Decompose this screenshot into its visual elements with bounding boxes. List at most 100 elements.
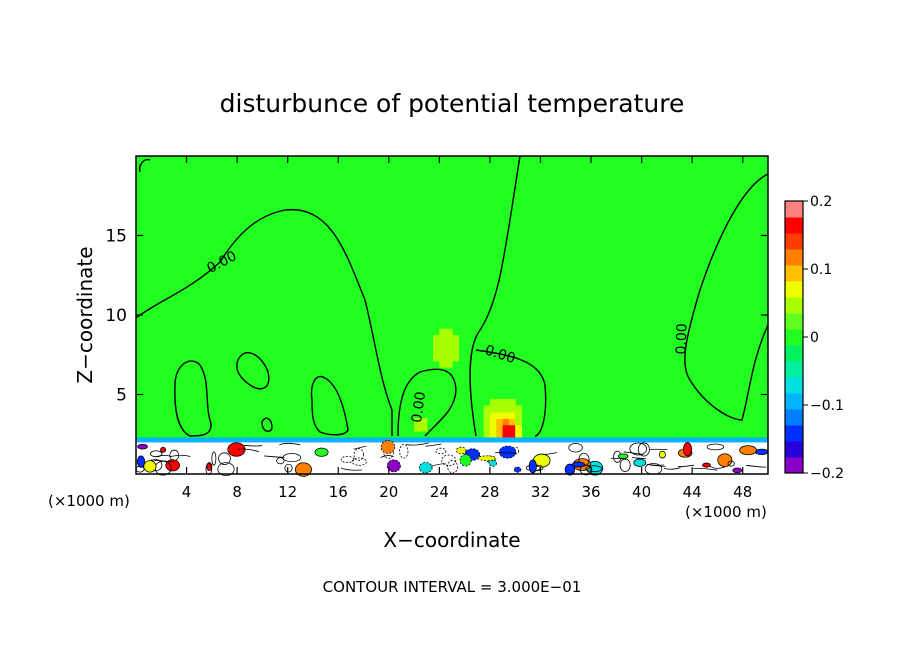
turbulence-contour [649,464,667,467]
heat-cell [439,335,447,343]
contour-line-loop-2 [236,352,270,390]
heat-cell [515,431,523,439]
heat-cell [515,411,523,419]
heat-cell [496,411,504,419]
turbulence-contour [677,464,695,468]
turbulence-cell [165,459,180,472]
heat-cell [515,418,523,426]
heat-cell [338,418,346,426]
heat-cell [445,347,453,355]
turbulence-cell [218,452,231,465]
heat-cell [502,424,510,432]
heat-cell [508,418,516,426]
heat-cell [414,418,421,426]
chart-title: disturbunce of potential temperature [220,89,685,118]
x-tick-label: 32 [531,483,550,501]
contour-line-loop-5 [261,417,273,433]
heat-cell [445,354,453,362]
colorbar-swatch [785,377,803,394]
turbulence-cell [629,442,648,456]
colorbar-swatch [785,425,803,442]
turbulence-cell [637,442,650,457]
contour-line-right [684,173,769,421]
heat-cell [167,424,175,432]
heat-cell [489,418,497,426]
heat-cell [161,424,169,432]
turbulence-cell [399,443,409,459]
turbulence-cell [447,459,458,474]
heat-cell [439,354,447,362]
turbulence-contour [745,465,767,468]
heat-cell [489,405,497,413]
turbulence-contour [169,454,191,458]
turbulence-cell [658,450,666,459]
turbulence-cell [137,443,148,450]
colorbar-swatch [785,345,803,362]
turbulence-cell [351,457,367,466]
heat-cell [173,418,181,426]
turbulence-cell [702,462,711,468]
colorbar-tick-label: 0.2 [810,194,832,210]
heat-cell [502,405,510,413]
heat-cell [483,418,491,426]
x-axis-unit-label-left: (×1000 m) [48,492,130,510]
turbulence-cell [513,466,522,473]
turbulence-cell [528,459,537,474]
turbulence-cell [732,467,743,474]
plot-background [136,156,768,474]
contour-label: 0.00 [409,391,429,424]
heat-cell [508,405,516,413]
heat-cell [161,418,169,426]
heat-cell [433,341,440,349]
turbulence-contour [264,455,285,458]
heat-cell [331,418,339,426]
turbulence-contour [646,463,665,466]
turbulence-contour [631,457,647,459]
contour-label: 0.00 [674,323,691,355]
x-tick-label: 40 [632,483,651,501]
turbulence-cell [754,448,769,455]
x-tick-label: 48 [733,483,752,501]
turbulence-contour [380,455,394,458]
turbulence-contour [406,442,429,446]
turbulence-contour [610,457,627,460]
y-tick-label: 15 [105,227,127,247]
heat-cell [502,431,510,439]
heat-cell [294,431,301,439]
heat-cell [445,335,453,343]
heat-cell [420,424,428,432]
colorbar-ticks: 0.2 0.1 0 −0.1 −0.2 [803,194,844,482]
heat-cell [483,411,491,419]
heat-cell [508,431,516,439]
heat-cell [173,431,181,439]
colorbar: 0.2 0.1 0 −0.1 −0.2 [784,194,844,482]
turbulence-cell [633,458,647,467]
heat-cell [502,418,510,426]
turbulence-contour [340,467,363,471]
x-axis-unit-label-right: (×1000 m) [685,503,767,521]
heat-cell [508,411,516,419]
colorbar-swatch [785,361,803,378]
heat-cell [433,335,440,343]
surface-turbulence-layer [135,437,769,477]
turbulence-cell [441,454,457,467]
turbulence-cell [456,446,467,455]
contour-line-center-right [469,155,521,437]
x-tick-label: 12 [278,483,297,501]
heat-cell [300,431,308,439]
turbulence-cell [568,443,583,453]
heat-cell [294,424,301,432]
y-tick-label: 10 [105,306,127,326]
heat-cell [489,424,497,432]
colorbar-swatch [785,249,803,266]
heat-cell [452,335,459,343]
heat-cell [439,328,447,336]
colorbar-tick-label: −0.1 [810,398,844,414]
heatmap-cells [161,328,523,439]
colorbar-swatch [785,409,803,426]
turbulence-contour [543,452,557,455]
turbulence-cell [571,461,585,468]
heat-cell [294,418,301,426]
contour-lines [135,155,769,437]
